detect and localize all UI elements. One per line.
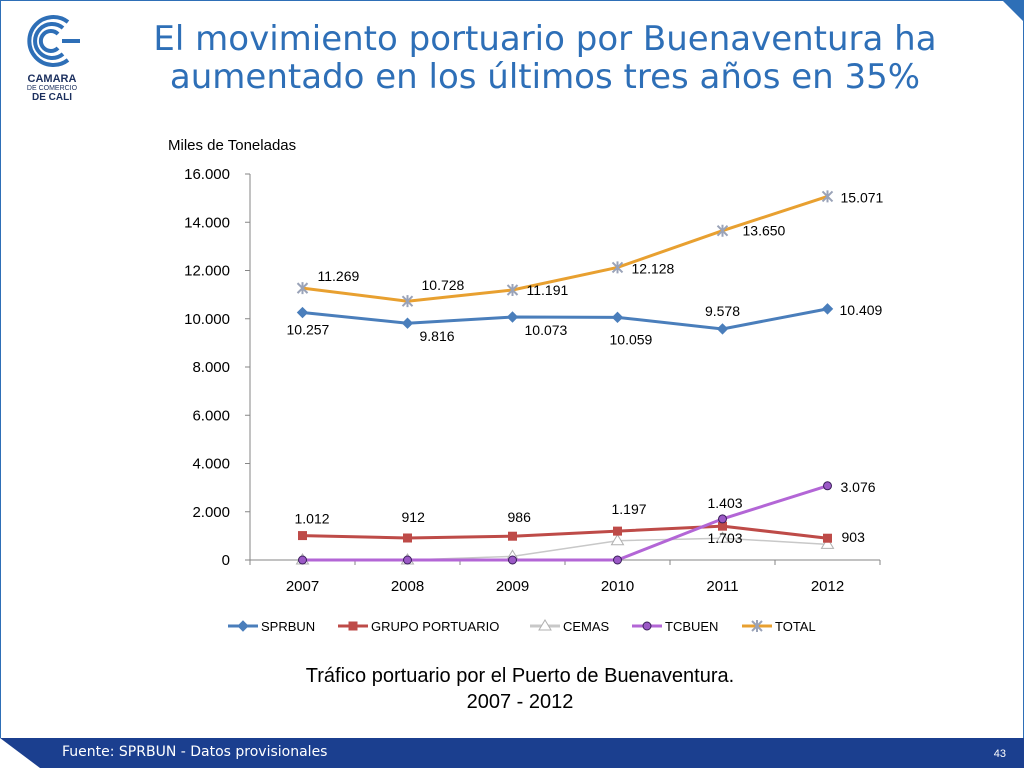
data-point-tcbuen xyxy=(298,555,307,565)
data-label-total: 12.128 xyxy=(632,260,675,276)
data-label-grupo-portuario: 986 xyxy=(508,509,532,525)
y-tick-label: 0 xyxy=(222,552,230,569)
data-point-tcbuen xyxy=(403,555,412,565)
data-label-tcbuen: 3.076 xyxy=(841,479,876,495)
y-axis-unit-label: Miles de Toneladas xyxy=(168,137,297,154)
slide-title: El movimiento portuario por Buenaventura… xyxy=(110,20,980,96)
data-label-grupo-portuario: 1.012 xyxy=(295,511,330,527)
data-label-total: 11.191 xyxy=(527,282,569,298)
data-point-total xyxy=(506,284,519,297)
camara-comercio-logo: CAMARA DE COMERCIO DE CALI xyxy=(16,10,88,110)
series-line-tcbuen xyxy=(302,484,828,562)
data-point-total xyxy=(821,190,834,203)
y-tick-label: 14.000 xyxy=(184,214,230,231)
data-label-sprbun: 10.409 xyxy=(840,302,883,318)
legend-marker-grupo-portuario xyxy=(348,621,358,631)
data-point-cemas xyxy=(820,537,835,549)
data-point-grupo-portuario xyxy=(613,526,622,536)
series-line-cemas xyxy=(302,537,828,561)
data-point-sprbun xyxy=(401,317,414,329)
logo-text-line1: CAMARA xyxy=(27,73,77,85)
footer-notch xyxy=(0,738,40,768)
data-point-sprbun xyxy=(611,311,624,324)
y-tick-label: 2.000 xyxy=(192,504,230,521)
corner-decoration xyxy=(1002,0,1024,22)
y-tick-label: 4.000 xyxy=(192,456,230,473)
legend-marker-cemas xyxy=(538,619,552,631)
page-number: 43 xyxy=(993,748,1006,760)
chart-caption: Tráfico portuario por el Puerto de Buena… xyxy=(180,663,860,715)
caption-line-1: Tráfico portuario por el Puerto de Buena… xyxy=(305,665,735,687)
data-label-sprbun: 10.073 xyxy=(525,322,568,338)
data-point-tcbuen xyxy=(823,481,832,491)
data-label-total: 15.071 xyxy=(841,189,884,205)
data-point-sprbun xyxy=(296,306,309,319)
data-label-total: 13.650 xyxy=(743,223,786,239)
y-tick-label: 12.000 xyxy=(184,263,230,280)
data-point-grupo-portuario xyxy=(823,533,832,543)
data-point-cemas xyxy=(715,531,730,543)
line-chart: 0 2.000 4.000 6.000 8.000 10.000 12.000 14.000 1… xyxy=(184,166,884,634)
x-tick-label: 2011 xyxy=(706,578,738,595)
data-point-sprbun xyxy=(506,311,519,323)
title-line-2: aumentado en los últimos tres años en 35… xyxy=(169,57,921,97)
data-point-grupo-portuario xyxy=(508,531,517,541)
y-tick-label: 8.000 xyxy=(192,359,230,376)
legend-marker-tcbuen xyxy=(642,621,652,631)
data-point-total xyxy=(716,224,729,237)
x-tick-label: 2010 xyxy=(601,578,634,595)
data-point-total xyxy=(611,261,624,274)
title-line-1: El movimiento portuario por Buenaventura… xyxy=(153,19,937,59)
data-label-sprbun: 10.257 xyxy=(287,322,330,338)
series-line-sprbun xyxy=(302,307,828,331)
caption-line-2: 2007 - 2012 xyxy=(466,691,574,713)
series-line-total xyxy=(302,194,828,303)
y-tick-label: 16.000 xyxy=(184,166,230,183)
data-point-sprbun xyxy=(821,303,834,315)
data-point-grupo-portuario xyxy=(403,533,412,543)
source-note: Fuente: SPRBUN - Datos provisionales xyxy=(62,744,328,760)
logo-text-line3: DE CALI xyxy=(32,92,72,103)
legend-label-cemas: CEMAS xyxy=(563,619,610,634)
data-label-sprbun: 9.578 xyxy=(705,303,740,319)
data-label-sprbun: 10.059 xyxy=(610,331,653,347)
data-label-sprbun: 9.816 xyxy=(420,328,455,344)
data-point-total xyxy=(296,282,309,295)
data-label-grupo-portuario: 903 xyxy=(842,529,866,545)
x-tick-label: 2007 xyxy=(286,578,319,595)
legend-label-tcbuen: TCBUEN xyxy=(665,619,718,634)
legend-label-grupo-portuario: GRUPO PORTUARIO xyxy=(371,619,499,634)
logo-rings-icon xyxy=(27,15,80,67)
x-tick-label: 2009 xyxy=(496,578,529,595)
legend-label-sprbun: SPRBUN xyxy=(261,619,315,634)
y-tick-label: 6.000 xyxy=(192,407,230,424)
data-point-cemas xyxy=(610,533,625,546)
data-label-total: 11.269 xyxy=(318,268,360,284)
data-point-tcbuen xyxy=(508,555,517,565)
data-label-grupo-portuario: 1.403 xyxy=(708,495,743,511)
x-tick-label: 2012 xyxy=(811,578,844,595)
data-label-grupo-portuario: 1.197 xyxy=(612,501,647,517)
series-line-grupo-portuario xyxy=(302,524,828,540)
data-point-tcbuen xyxy=(718,514,727,524)
legend-label-total: TOTAL xyxy=(775,619,816,634)
data-point-sprbun xyxy=(716,323,729,335)
legend-marker-total xyxy=(751,620,763,632)
y-tick-label: 10.000 xyxy=(184,311,230,328)
data-label-tcbuen: 1.703 xyxy=(708,530,743,546)
data-point-total xyxy=(401,295,414,308)
x-tick-label: 2008 xyxy=(391,578,424,595)
data-label-grupo-portuario: 912 xyxy=(402,509,426,525)
data-point-tcbuen xyxy=(613,555,622,565)
data-point-grupo-portuario xyxy=(298,531,307,541)
data-label-total: 10.728 xyxy=(422,277,465,293)
logo-text-line2: DE COMERCIO xyxy=(26,85,78,92)
legend-marker-sprbun xyxy=(237,620,249,632)
footer-bar: Fuente: SPRBUN - Datos provisionales 43 xyxy=(0,738,1024,768)
